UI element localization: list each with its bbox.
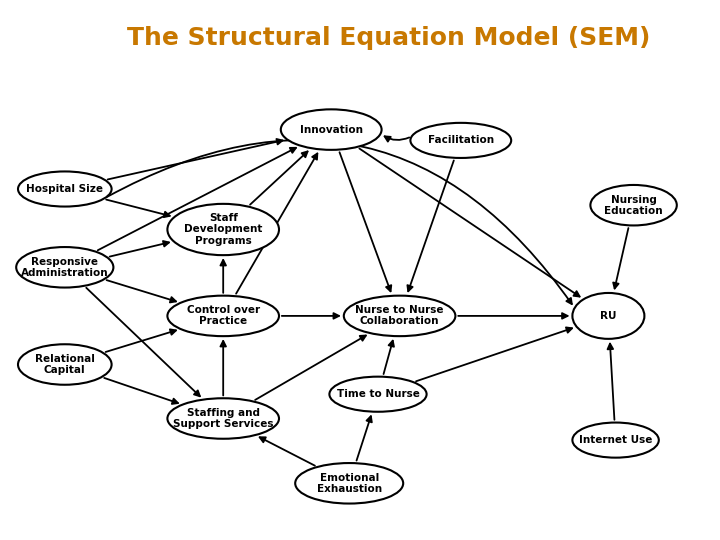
Text: Nurse to Nurse
Collaboration: Nurse to Nurse Collaboration	[356, 305, 444, 327]
Text: Hospital Size: Hospital Size	[27, 184, 103, 194]
Text: Internet Use: Internet Use	[579, 435, 652, 445]
Ellipse shape	[167, 204, 279, 255]
Text: Responsive
Administration: Responsive Administration	[21, 256, 109, 278]
Ellipse shape	[344, 296, 456, 336]
Text: Emotional
Exhaustion: Emotional Exhaustion	[317, 472, 382, 494]
Text: Innovation: Innovation	[300, 125, 363, 134]
Ellipse shape	[410, 123, 511, 158]
Ellipse shape	[572, 293, 644, 339]
Ellipse shape	[167, 399, 279, 438]
Text: Nursing
Education: Nursing Education	[604, 194, 663, 216]
Ellipse shape	[281, 109, 382, 150]
Text: RU: RU	[600, 311, 616, 321]
Text: Staffing and
Support Services: Staffing and Support Services	[173, 408, 274, 429]
Ellipse shape	[590, 185, 677, 226]
Ellipse shape	[572, 422, 659, 457]
Ellipse shape	[16, 247, 114, 287]
Text: Control over
Practice: Control over Practice	[186, 305, 260, 327]
Text: Staff
Development
Programs: Staff Development Programs	[184, 213, 262, 246]
Ellipse shape	[295, 463, 403, 503]
Text: Relational
Capital: Relational Capital	[35, 354, 95, 375]
Text: The Structural Equation Model (SEM): The Structural Equation Model (SEM)	[127, 26, 650, 50]
Ellipse shape	[167, 296, 279, 336]
Text: Facilitation: Facilitation	[428, 136, 494, 145]
Ellipse shape	[329, 377, 426, 411]
Ellipse shape	[18, 172, 112, 206]
Text: Time to Nurse: Time to Nurse	[336, 389, 420, 399]
Ellipse shape	[18, 345, 112, 384]
